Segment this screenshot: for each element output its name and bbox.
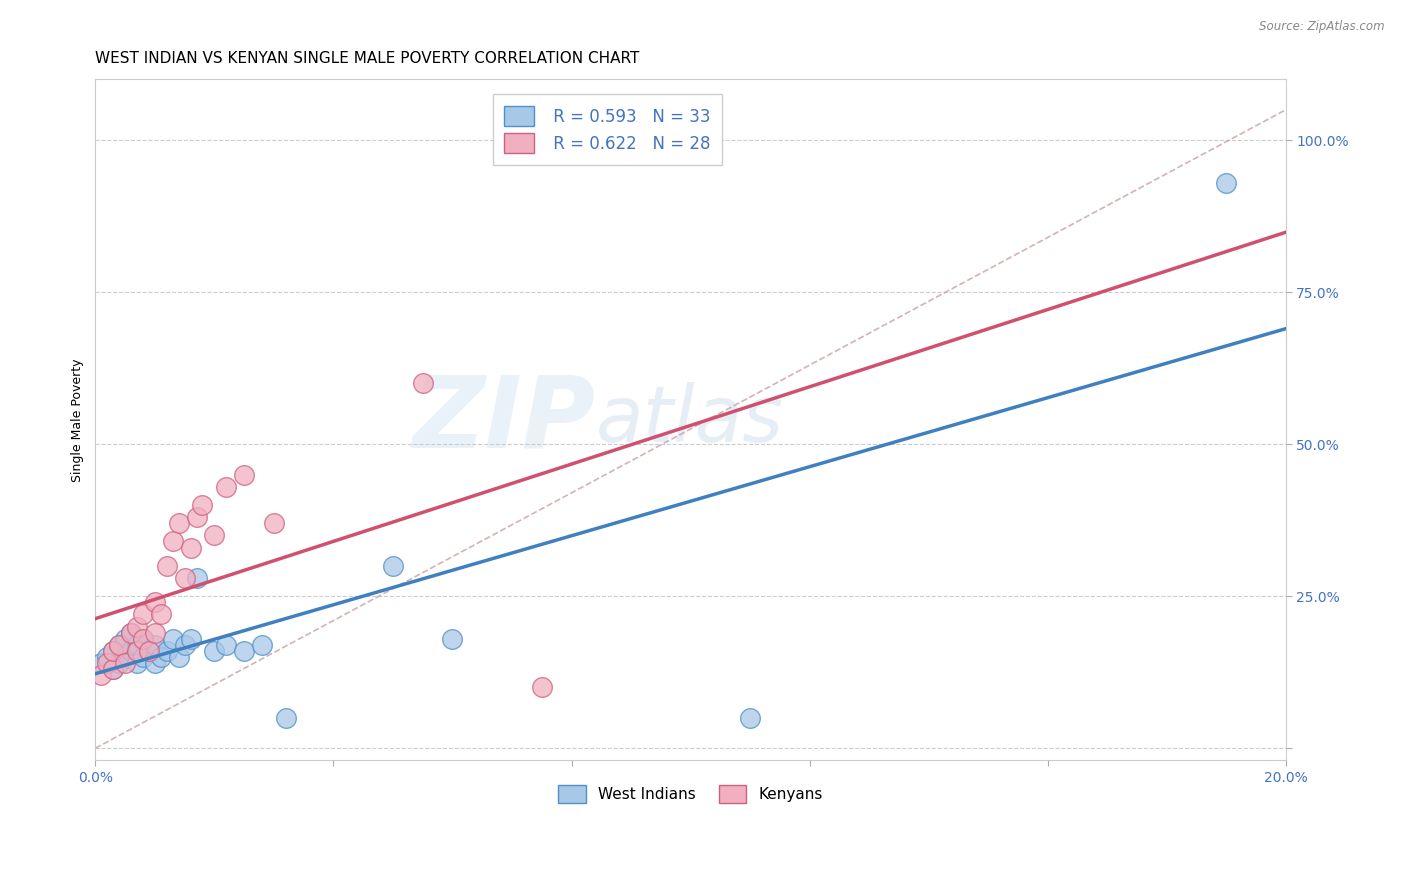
Point	[215, 480, 238, 494]
Legend: West Indians, Kenyans: West Indians, Kenyans	[547, 774, 834, 814]
Y-axis label: Single Male Poverty: Single Male Poverty	[72, 358, 84, 482]
Point	[138, 644, 160, 658]
Point	[114, 650, 136, 665]
Point	[530, 681, 553, 695]
Point	[103, 662, 125, 676]
Point	[125, 644, 148, 658]
Point	[180, 541, 202, 555]
Point	[138, 644, 160, 658]
Point	[132, 650, 155, 665]
Point	[274, 711, 297, 725]
Point	[108, 656, 131, 670]
Point	[96, 656, 118, 670]
Point	[114, 632, 136, 646]
Point	[120, 625, 142, 640]
Point	[103, 644, 125, 658]
Point	[180, 632, 202, 646]
Point	[143, 656, 166, 670]
Point	[156, 644, 179, 658]
Point	[156, 558, 179, 573]
Point	[114, 656, 136, 670]
Point	[96, 650, 118, 665]
Point	[143, 595, 166, 609]
Point	[173, 571, 195, 585]
Point	[202, 644, 225, 658]
Point	[120, 644, 142, 658]
Point	[149, 607, 172, 622]
Point	[162, 534, 184, 549]
Point	[186, 510, 208, 524]
Point	[162, 632, 184, 646]
Point	[173, 638, 195, 652]
Text: WEST INDIAN VS KENYAN SINGLE MALE POVERTY CORRELATION CHART: WEST INDIAN VS KENYAN SINGLE MALE POVERT…	[96, 51, 640, 66]
Point	[125, 656, 148, 670]
Point	[233, 467, 256, 482]
Point	[125, 638, 148, 652]
Point	[167, 516, 190, 531]
Point	[103, 662, 125, 676]
Text: atlas: atlas	[595, 382, 783, 458]
Point	[250, 638, 273, 652]
Point	[1215, 176, 1237, 190]
Point	[125, 619, 148, 633]
Point	[167, 650, 190, 665]
Point	[233, 644, 256, 658]
Point	[738, 711, 761, 725]
Point	[90, 668, 112, 682]
Point	[132, 632, 155, 646]
Point	[132, 632, 155, 646]
Point	[215, 638, 238, 652]
Text: Source: ZipAtlas.com: Source: ZipAtlas.com	[1260, 20, 1385, 33]
Point	[263, 516, 285, 531]
Point	[143, 638, 166, 652]
Point	[186, 571, 208, 585]
Point	[108, 638, 131, 652]
Point	[412, 376, 434, 391]
Point	[191, 498, 214, 512]
Point	[381, 558, 404, 573]
Point	[143, 625, 166, 640]
Point	[120, 625, 142, 640]
Point	[202, 528, 225, 542]
Text: ZIP: ZIP	[412, 371, 595, 468]
Point	[441, 632, 464, 646]
Point	[108, 638, 131, 652]
Point	[149, 650, 172, 665]
Point	[132, 607, 155, 622]
Point	[90, 656, 112, 670]
Point	[103, 644, 125, 658]
